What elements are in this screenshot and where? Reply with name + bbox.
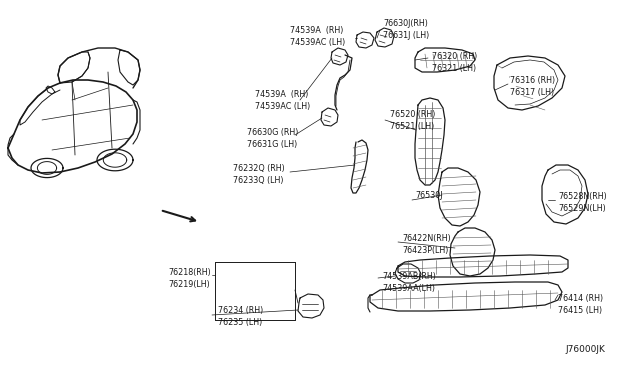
Text: 76218(RH): 76218(RH)	[168, 267, 211, 276]
Text: 74539AB(RH): 74539AB(RH)	[382, 272, 436, 280]
Text: 76321 (LH): 76321 (LH)	[432, 64, 476, 73]
Text: 76316 (RH): 76316 (RH)	[510, 76, 555, 84]
Text: 76233Q (LH): 76233Q (LH)	[233, 176, 284, 185]
Text: J76000JK: J76000JK	[565, 346, 605, 355]
Text: 76234 (RH): 76234 (RH)	[218, 307, 263, 315]
Text: 76630J(RH): 76630J(RH)	[383, 19, 428, 29]
Text: 76630G (RH): 76630G (RH)	[247, 128, 298, 137]
Text: 76317 (LH): 76317 (LH)	[510, 87, 554, 96]
Text: 76414 (RH): 76414 (RH)	[558, 294, 603, 302]
Text: 74539AC (LH): 74539AC (LH)	[290, 38, 345, 46]
Text: 76415 (LH): 76415 (LH)	[558, 305, 602, 314]
Text: 76529N(LH): 76529N(LH)	[558, 203, 605, 212]
Text: 76530J: 76530J	[415, 192, 442, 201]
Text: 76219(LH): 76219(LH)	[168, 279, 210, 289]
Text: 74539AC (LH): 74539AC (LH)	[255, 103, 310, 112]
Text: 76320 (RH): 76320 (RH)	[432, 51, 477, 61]
Text: 76631J (LH): 76631J (LH)	[383, 32, 429, 41]
Text: 74539A  (RH): 74539A (RH)	[290, 26, 344, 35]
Text: 76631G (LH): 76631G (LH)	[247, 140, 297, 148]
Text: 74539AA(LH): 74539AA(LH)	[382, 283, 435, 292]
Text: 74539A  (RH): 74539A (RH)	[255, 90, 308, 99]
Text: 76520 (RH): 76520 (RH)	[390, 110, 435, 119]
Text: 76528N(RH): 76528N(RH)	[558, 192, 607, 201]
Text: 76423P(LH): 76423P(LH)	[402, 246, 449, 254]
Text: 76232Q (RH): 76232Q (RH)	[233, 164, 285, 173]
Text: 76521 (LH): 76521 (LH)	[390, 122, 435, 131]
Text: 76235 (LH): 76235 (LH)	[218, 318, 262, 327]
Text: 76422N(RH): 76422N(RH)	[402, 234, 451, 243]
